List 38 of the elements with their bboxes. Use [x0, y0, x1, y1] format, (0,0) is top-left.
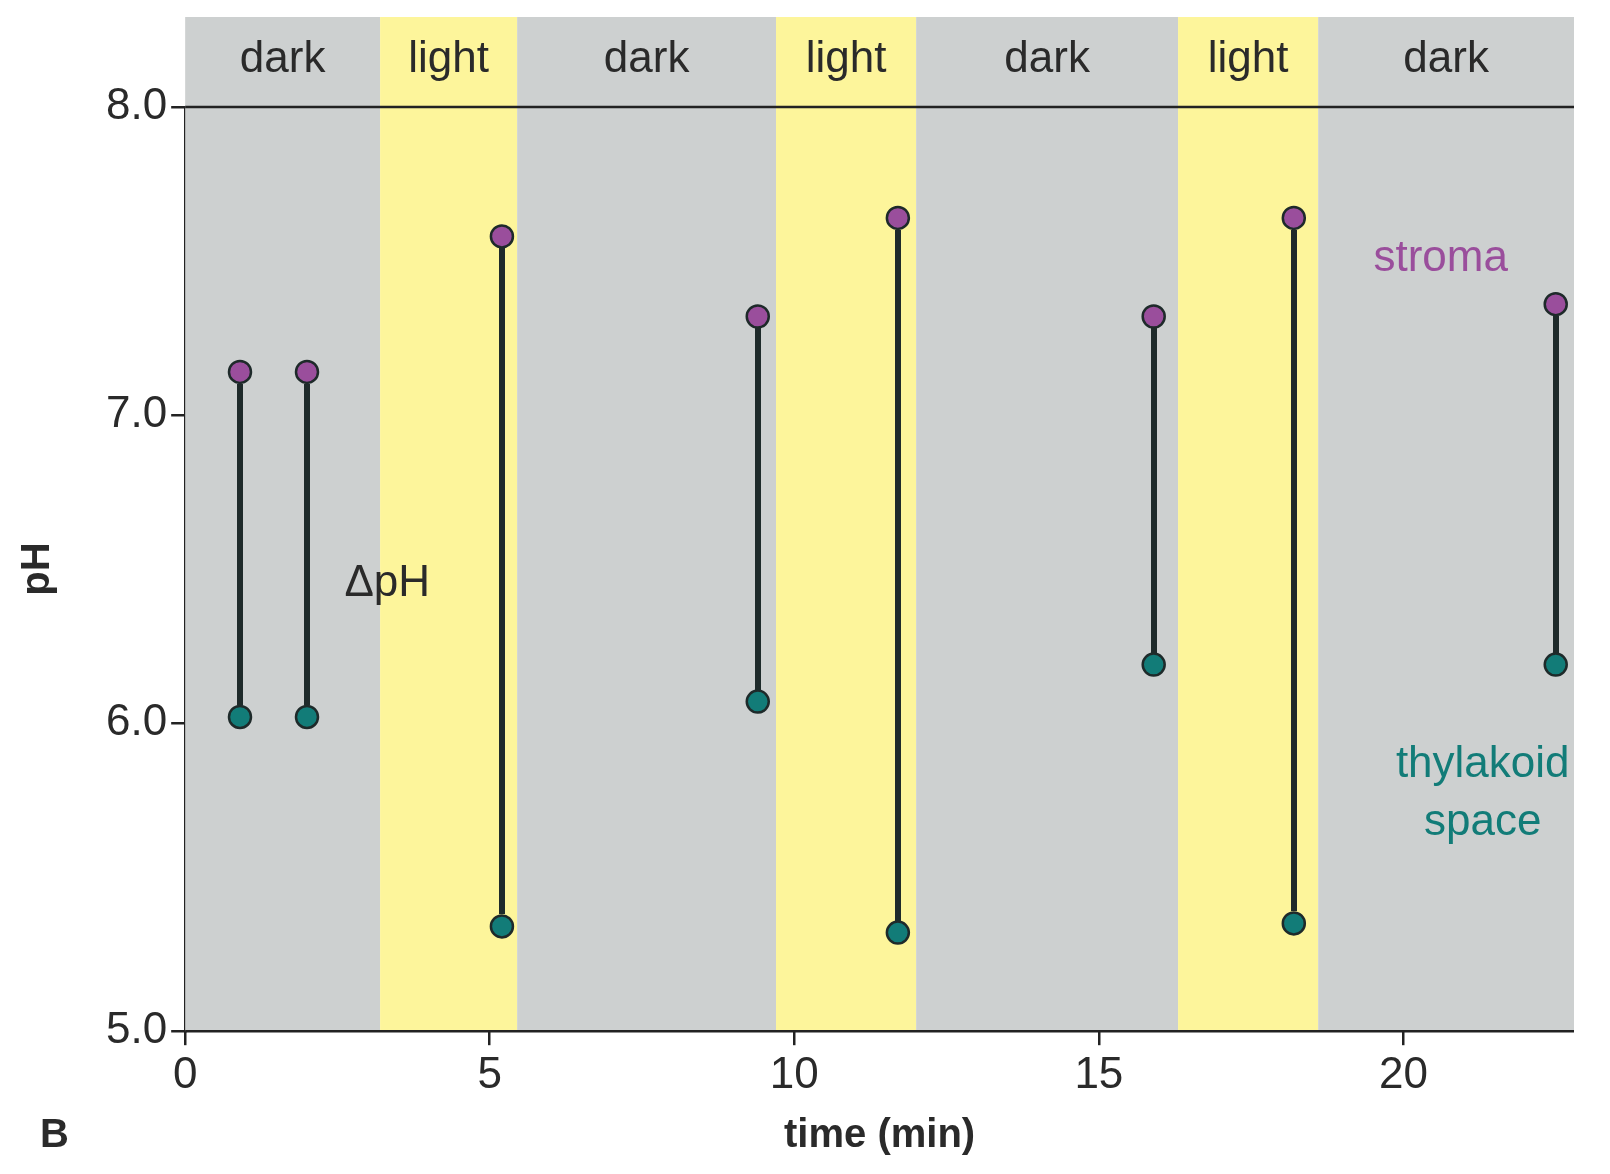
- series-label: stroma: [1373, 231, 1509, 281]
- y-axis-title: pH: [13, 542, 58, 596]
- point: [1141, 304, 1166, 329]
- band-label: dark: [1403, 32, 1490, 82]
- band-label: dark: [603, 32, 691, 82]
- point: [227, 359, 253, 385]
- x-tick-label: 20: [1378, 1047, 1428, 1097]
- point: [745, 689, 771, 714]
- point: [1281, 205, 1307, 231]
- point: [489, 224, 515, 249]
- annotation: ΔpH: [344, 556, 431, 606]
- point: [885, 205, 911, 231]
- band-label: dark: [1004, 32, 1091, 82]
- y-tick-label: 5.0: [105, 1003, 168, 1053]
- point: [294, 359, 320, 385]
- band-label: light: [1207, 32, 1289, 82]
- y-tick-label: 6.0: [105, 695, 168, 745]
- x-tick-label: 0: [172, 1047, 198, 1097]
- point: [1543, 652, 1568, 677]
- point: [745, 304, 771, 329]
- point: [1543, 291, 1568, 317]
- band-label: light: [408, 32, 489, 82]
- x-tick-label: 15: [1074, 1047, 1124, 1097]
- series-label: thylakoid space: [1395, 736, 1570, 844]
- x-axis-title: time (min): [784, 1111, 976, 1156]
- text: B: [40, 1111, 69, 1156]
- point: [885, 920, 911, 945]
- y-tick-label: 8.0: [105, 79, 168, 129]
- band-label: light: [805, 32, 887, 82]
- point: [1141, 652, 1166, 677]
- point: [1281, 911, 1307, 936]
- y-tick-label: 7.0: [105, 387, 168, 437]
- point: [227, 704, 253, 730]
- x-tick-label: 5: [477, 1047, 502, 1097]
- point: [294, 704, 320, 730]
- point: [489, 914, 515, 939]
- x-tick-label: 10: [769, 1047, 819, 1097]
- band-label: dark: [239, 32, 327, 82]
